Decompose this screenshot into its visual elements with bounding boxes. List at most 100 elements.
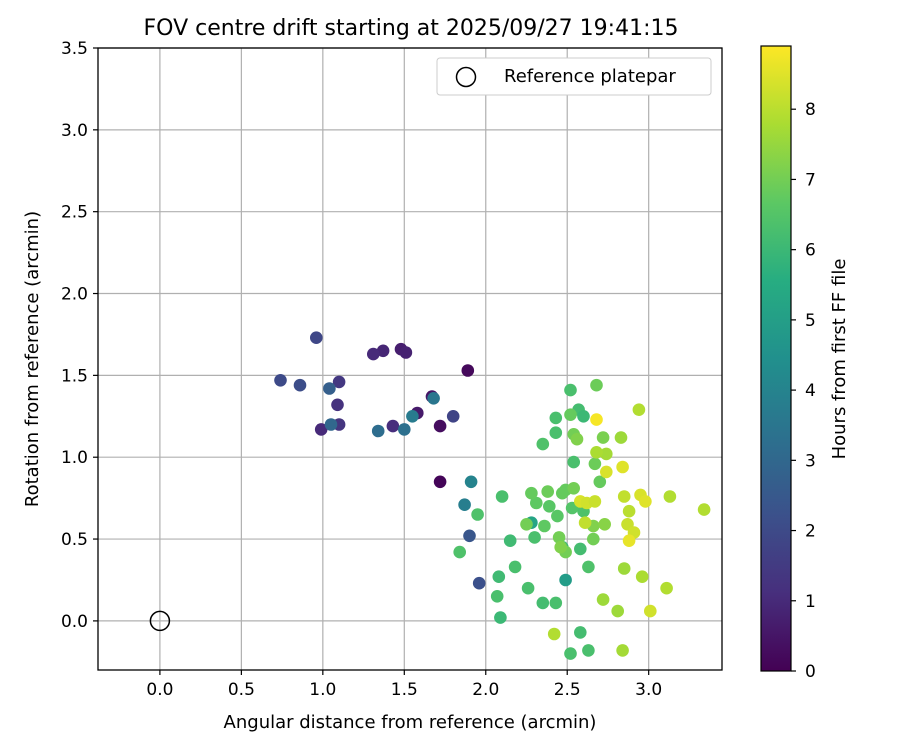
legend: Reference platepar	[436, 57, 712, 96]
plot-frame	[97, 47, 723, 671]
data-point	[490, 590, 504, 603]
y-tick-label: 3.5	[61, 39, 88, 59]
data-point	[530, 496, 543, 510]
data-point	[600, 447, 613, 461]
data-point	[367, 347, 380, 361]
data-point	[570, 432, 584, 446]
data-point	[536, 437, 550, 451]
x-tick-label: 0.0	[146, 680, 173, 700]
data-point	[587, 532, 600, 546]
colorbar: 0 1 2 3 4 5 6 7 8 Hours from first FF file	[760, 45, 850, 682]
x-axis-label: Angular distance from reference (arcmin)	[224, 712, 597, 733]
x-tick-label: 2.5	[554, 680, 581, 700]
data-point	[472, 576, 486, 590]
legend-label: Reference platepar	[504, 66, 676, 87]
colorbar-label: Hours from first FF file	[829, 259, 850, 460]
y-tick-label: 1.5	[61, 366, 88, 386]
data-point	[446, 410, 460, 423]
data-point	[406, 410, 419, 423]
data-point	[596, 593, 610, 606]
data-point	[556, 486, 569, 500]
data-point	[697, 503, 711, 516]
data-point	[427, 392, 440, 405]
colorbar-tick-label: 5	[805, 311, 816, 331]
data-point	[564, 383, 577, 397]
data-point	[371, 424, 385, 438]
x-axis: 0.0 0.5 1.0 1.5 2.0 2.5 3.0	[146, 670, 662, 700]
data-point	[528, 531, 541, 544]
data-point	[574, 542, 587, 556]
x-tick-label: 1.5	[391, 680, 418, 700]
data-point	[582, 644, 595, 657]
data-point	[508, 560, 522, 574]
data-point	[588, 457, 602, 471]
data-point	[463, 529, 476, 543]
data-point	[521, 581, 535, 595]
data-point	[494, 611, 507, 624]
data-point	[549, 596, 563, 610]
data-point	[552, 531, 566, 544]
data-point	[660, 581, 673, 595]
colorbar-tick-label: 8	[805, 100, 816, 120]
data-point	[588, 495, 602, 508]
data-point	[458, 498, 471, 512]
colorbar-tick-label: 0	[805, 662, 816, 682]
data-point	[622, 504, 636, 518]
data-point	[314, 423, 328, 436]
data-point	[399, 346, 413, 359]
data-point	[582, 560, 595, 574]
data-point	[564, 647, 577, 660]
data-point	[598, 518, 611, 531]
y-axis: 0.0 0.5 1.0 1.5 2.0 2.5 3.0 3.5	[61, 39, 98, 632]
data-point	[464, 475, 478, 489]
data-point	[617, 490, 631, 503]
y-tick-label: 2.5	[61, 203, 88, 223]
data-point	[590, 413, 603, 426]
data-point	[617, 562, 631, 575]
colorbar-gradient	[760, 45, 792, 672]
data-point	[616, 460, 629, 474]
data-point	[471, 508, 484, 521]
data-point	[590, 446, 603, 459]
data-point	[614, 431, 628, 444]
colorbar-tick-label: 7	[805, 170, 816, 190]
data-point	[611, 604, 624, 618]
data-point	[632, 403, 646, 417]
data-point	[549, 426, 563, 440]
grid-lines	[98, 47, 722, 670]
data-point	[663, 490, 677, 503]
y-tick-label: 0.5	[61, 530, 88, 550]
reference-layer	[149, 610, 171, 632]
data-point	[564, 408, 577, 422]
data-point	[616, 644, 629, 657]
chart-title: FOV centre drift starting at 2025/09/27 …	[144, 16, 679, 41]
data-point	[323, 382, 336, 395]
data-point	[593, 475, 607, 489]
data-point	[567, 455, 580, 469]
data-point	[644, 604, 657, 618]
data-point	[293, 378, 307, 392]
data-point	[461, 364, 475, 377]
x-tick-label: 1.0	[309, 680, 336, 700]
data-point	[332, 375, 346, 389]
plot-background	[98, 48, 722, 670]
data-point	[536, 596, 550, 610]
data-point	[525, 486, 538, 500]
data-point	[503, 534, 517, 547]
colorbar-tick-label: 4	[805, 381, 816, 401]
colorbar-tick-label: 1	[805, 592, 816, 612]
data-point	[433, 475, 447, 489]
data-point	[543, 500, 556, 513]
data-points	[274, 331, 711, 660]
data-point	[274, 374, 287, 387]
data-point	[331, 398, 344, 412]
y-tick-label: 2.0	[61, 285, 88, 305]
data-point	[433, 419, 447, 433]
data-point	[559, 573, 572, 587]
data-point	[453, 545, 467, 559]
y-axis-label: Rotation from reference (arcmin)	[22, 211, 43, 507]
colorbar-tick-label: 6	[805, 241, 816, 261]
x-tick-label: 3.0	[635, 680, 662, 700]
colorbar-tick-label: 3	[805, 451, 816, 471]
